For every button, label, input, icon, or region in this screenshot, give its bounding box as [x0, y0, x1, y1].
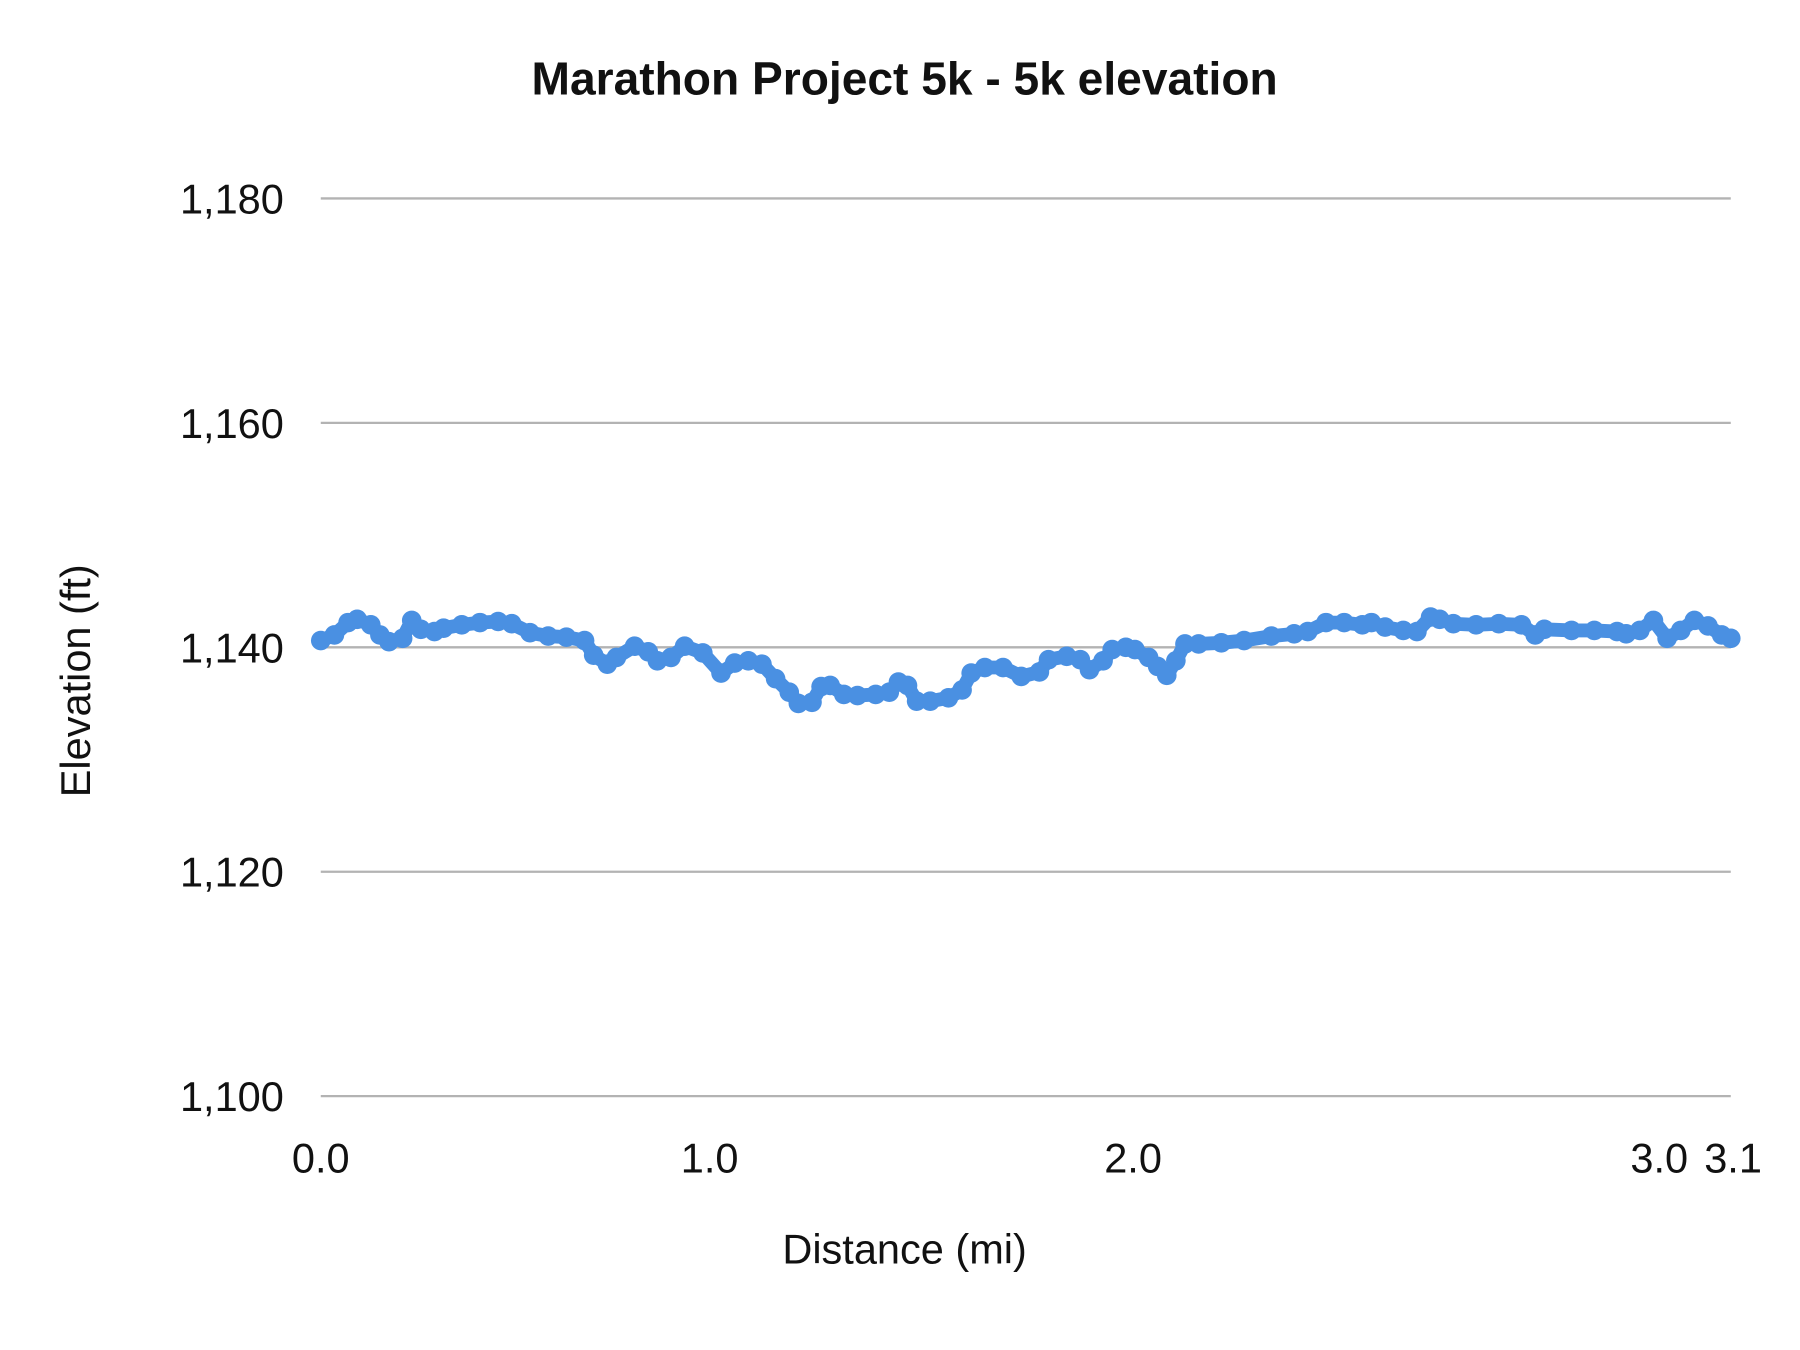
- data-point: [1443, 613, 1464, 634]
- data-point: [752, 654, 772, 674]
- data-point: [1011, 666, 1032, 687]
- data-point: [897, 675, 918, 696]
- x-tick-label: 3.1: [1704, 1134, 1762, 1181]
- data-point: [1561, 620, 1582, 641]
- y-tick-label: 1,100: [180, 1073, 284, 1120]
- x-tick-label: 0.0: [292, 1134, 350, 1181]
- data-point: [538, 626, 558, 646]
- data-point: [1211, 633, 1232, 653]
- data-point: [1261, 626, 1282, 646]
- data-point: [1188, 634, 1209, 654]
- data-point: [1175, 634, 1195, 654]
- y-tick-label: 1,120: [180, 849, 284, 896]
- data-point: [324, 625, 345, 645]
- chart-title: Marathon Project 5k - 5k elevation: [532, 53, 1278, 105]
- data-point: [1375, 617, 1395, 637]
- data-point: [470, 612, 490, 633]
- data-point: [661, 647, 681, 668]
- data-point: [975, 657, 995, 678]
- data-point: [906, 691, 927, 711]
- y-tick-label: 1,140: [180, 624, 284, 671]
- data-point: [501, 613, 522, 634]
- data-point: [606, 647, 627, 668]
- y-axis-ticks: 1,100 1,120 1,140 1,160 1,180: [180, 175, 284, 1120]
- data-point: [847, 685, 868, 706]
- data-point: [392, 628, 413, 649]
- x-axis-label: Distance (mi): [782, 1225, 1027, 1272]
- data-point: [574, 630, 595, 651]
- data-point: [1038, 649, 1059, 670]
- data-point: [1488, 613, 1509, 634]
- x-axis-ticks: 0.0 1.0 2.0 3.0 3.1: [292, 1134, 1762, 1181]
- data-point: [1334, 612, 1354, 633]
- data-point: [1670, 620, 1691, 641]
- data-point: [693, 643, 713, 663]
- data-point: [711, 663, 731, 683]
- data-point: [1584, 620, 1605, 641]
- y-tick-label: 1,160: [180, 400, 284, 447]
- data-point: [1156, 665, 1177, 686]
- data-point: [765, 668, 786, 689]
- data-point: [1511, 615, 1532, 635]
- data-point: [1297, 621, 1318, 642]
- x-tick-label: 1.0: [681, 1134, 739, 1181]
- data-point: [1166, 650, 1186, 671]
- data-point: [556, 627, 577, 648]
- data-point: [1534, 619, 1555, 640]
- data-point: [1234, 630, 1254, 651]
- y-tick-label: 1,180: [180, 175, 284, 222]
- data-point: [1316, 612, 1336, 633]
- data-point: [993, 657, 1013, 678]
- data-point: [433, 618, 454, 639]
- data-point: [952, 680, 972, 700]
- x-tick-label: 2.0: [1104, 1134, 1162, 1181]
- data-point: [920, 691, 941, 711]
- data-point: [802, 692, 822, 713]
- data-point: [1629, 620, 1650, 641]
- data-point: [1407, 621, 1427, 642]
- data-point: [674, 636, 695, 656]
- x-tick-label: 3.0: [1630, 1134, 1688, 1181]
- data-point: [1720, 628, 1741, 649]
- data-point: [451, 615, 472, 635]
- data-point: [1466, 615, 1486, 635]
- data-point: [1643, 610, 1664, 631]
- data-point: [520, 622, 540, 643]
- series-elevation: [310, 607, 1741, 714]
- y-axis-label: Elevation (ft): [52, 564, 99, 797]
- gridlines: [320, 197, 1731, 1098]
